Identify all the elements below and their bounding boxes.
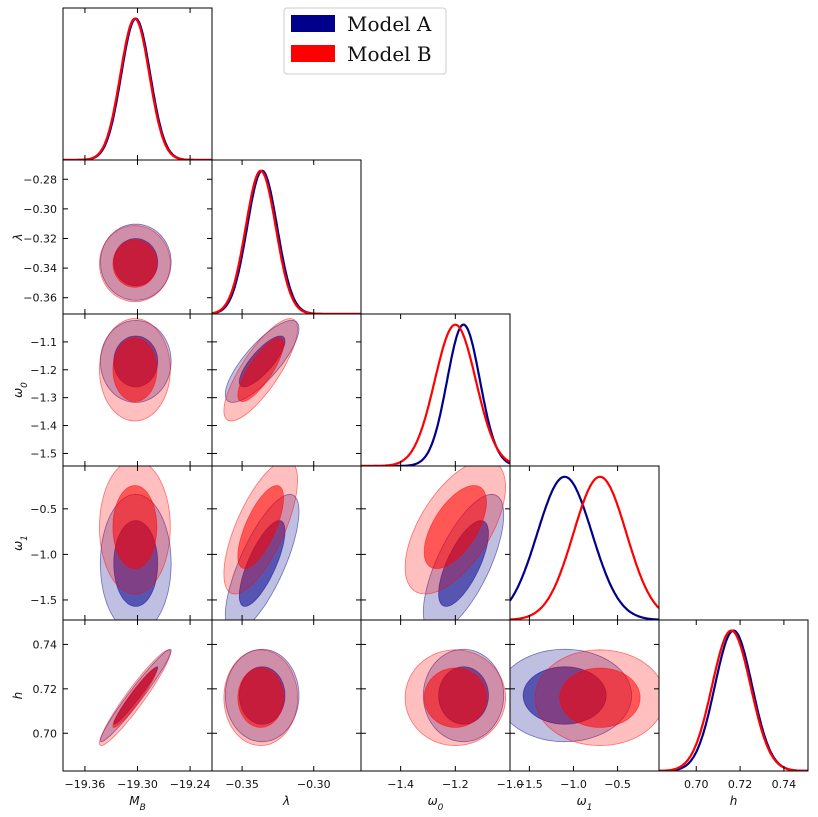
legend-label-model-a: Model A: [347, 12, 432, 36]
y-tick-label-lambda: −0.36: [23, 292, 57, 305]
y-tick-label-w1: −1.0: [30, 548, 57, 561]
marginal-curve-model-a-h: [659, 629, 808, 771]
contour-model-b-1sigma: [112, 667, 158, 728]
panel-h-lambda: −0.35 −0.30: [211, 619, 362, 791]
marginal-curve-model-b-lambda: [212, 169, 361, 314]
panel-w1-lambda: [211, 465, 362, 621]
y-tick-label-w0: −1.2: [30, 364, 57, 377]
contour-model-b-1sigma: [112, 485, 158, 570]
contour-model-b-1sigma: [423, 485, 487, 570]
marginal-curve-model-a-w1: [510, 475, 659, 620]
contour-model-b-1sigma: [559, 667, 641, 728]
x-tick-label-h: 0.72: [728, 778, 753, 791]
x-tick-label-w1: −0.5: [604, 778, 631, 791]
x-tick-label-lambda: −0.35: [225, 778, 259, 791]
marginal-h: 0.70 0.72 0.74: [658, 619, 809, 791]
panel-w0-MB: −1.5 −1.4 −1.3 −1.2 −1.1: [30, 313, 213, 467]
marginal-curve-model-a-w0: [361, 323, 510, 466]
marginal-curve-model-b-h: [659, 629, 808, 771]
panel-w1-MB: −1.5 −1.0 −0.5: [30, 465, 213, 621]
x-axis-label-h: h: [730, 794, 738, 808]
x-tick-label-w1: −1.0: [560, 778, 587, 791]
panel-frame: [658, 619, 809, 772]
y-tick-label-w1: −1.5: [30, 594, 57, 607]
x-axis-label-w0: ω0: [428, 794, 444, 813]
marginal-curve-model-a-lambda: [212, 169, 361, 314]
contour-model-b-1sigma: [237, 667, 285, 728]
x-tick-label-mb: −19.30: [117, 778, 158, 791]
contour-model-b-1sigma: [237, 337, 285, 403]
y-tick-label-w0: −1.5: [30, 447, 57, 460]
y-tick-label-lambda: −0.34: [23, 262, 57, 275]
x-tick-label-lambda: −0.30: [297, 778, 331, 791]
panel-h-w0: −1.4 −1.2 −1.0: [360, 619, 524, 791]
y-axis-label-lambda: λ: [11, 233, 25, 241]
contour-model-b-1sigma: [237, 485, 285, 570]
x-tick-label-w0: −1.4: [387, 778, 414, 791]
y-tick-label-w1: −0.5: [30, 503, 57, 516]
x-tick-label-w0: −1.2: [442, 778, 469, 791]
x-tick-label-h: 0.70: [684, 778, 709, 791]
marginal-mb: [62, 7, 213, 161]
x-tick-label-w1: −1.5: [516, 778, 543, 791]
y-tick-label-lambda: −0.32: [23, 232, 57, 245]
panel-lambda-MB: −0.36 −0.34 −0.32 −0.30 −0.28: [23, 159, 213, 315]
panel-frame: [360, 313, 511, 467]
y-tick-label-w0: −1.1: [30, 336, 57, 349]
x-tick-label-mb: −19.36: [65, 778, 106, 791]
y-axis-label-h: h: [11, 692, 25, 700]
marginal-curve-model-a-mb: [63, 17, 212, 160]
y-axis-label-w0: ω0: [11, 382, 30, 398]
panel-h-MB: −19.36 −19.30 −19.24 0.70 0.72 0.74: [33, 619, 213, 791]
y-tick-label-h: 0.74: [33, 638, 58, 651]
marginal-w1: [509, 465, 660, 621]
legend: Model A Model B: [283, 7, 447, 75]
contour-model-b-1sigma: [423, 667, 487, 728]
y-tick-label-lambda: −0.28: [23, 173, 57, 186]
panel-frame: [62, 7, 213, 161]
x-axis-label-lambda: λ: [282, 794, 290, 808]
marginal-curve-model-b-w1: [510, 475, 659, 620]
legend-swatch-model-a: [291, 15, 335, 32]
marginal-curve-model-b-mb: [63, 17, 212, 160]
panel-w1-w0: [360, 465, 511, 621]
legend-label-model-b: Model B: [347, 42, 432, 66]
panel-frame: [509, 465, 660, 621]
contour-model-b-1sigma: [112, 239, 158, 288]
x-tick-label-h: 0.74: [772, 778, 797, 791]
legend-swatch-model-b: [291, 45, 335, 62]
x-tick-label-mb: −19.24: [170, 778, 211, 791]
marginal-w0: [360, 313, 511, 467]
x-tick-label-w0: −1.0: [497, 778, 524, 791]
x-axis-label-w1: ω1: [577, 794, 593, 813]
marginal-lambda: [211, 159, 362, 315]
y-tick-label-lambda: −0.30: [23, 203, 57, 216]
panel-w0-lambda: [211, 313, 362, 467]
y-tick-label-h: 0.72: [33, 683, 58, 696]
contour-model-b-1sigma: [112, 337, 158, 403]
y-tick-label-h: 0.70: [33, 727, 58, 740]
y-tick-label-w0: −1.3: [30, 392, 57, 405]
y-tick-label-w0: −1.4: [30, 420, 57, 433]
marginal-curve-model-b-w0: [361, 323, 510, 466]
x-axis-label-mb: MB: [129, 794, 146, 813]
panel-h-w1: −1.5 −1.0 −0.5: [509, 619, 660, 791]
y-axis-label-w1: ω1: [11, 535, 30, 551]
